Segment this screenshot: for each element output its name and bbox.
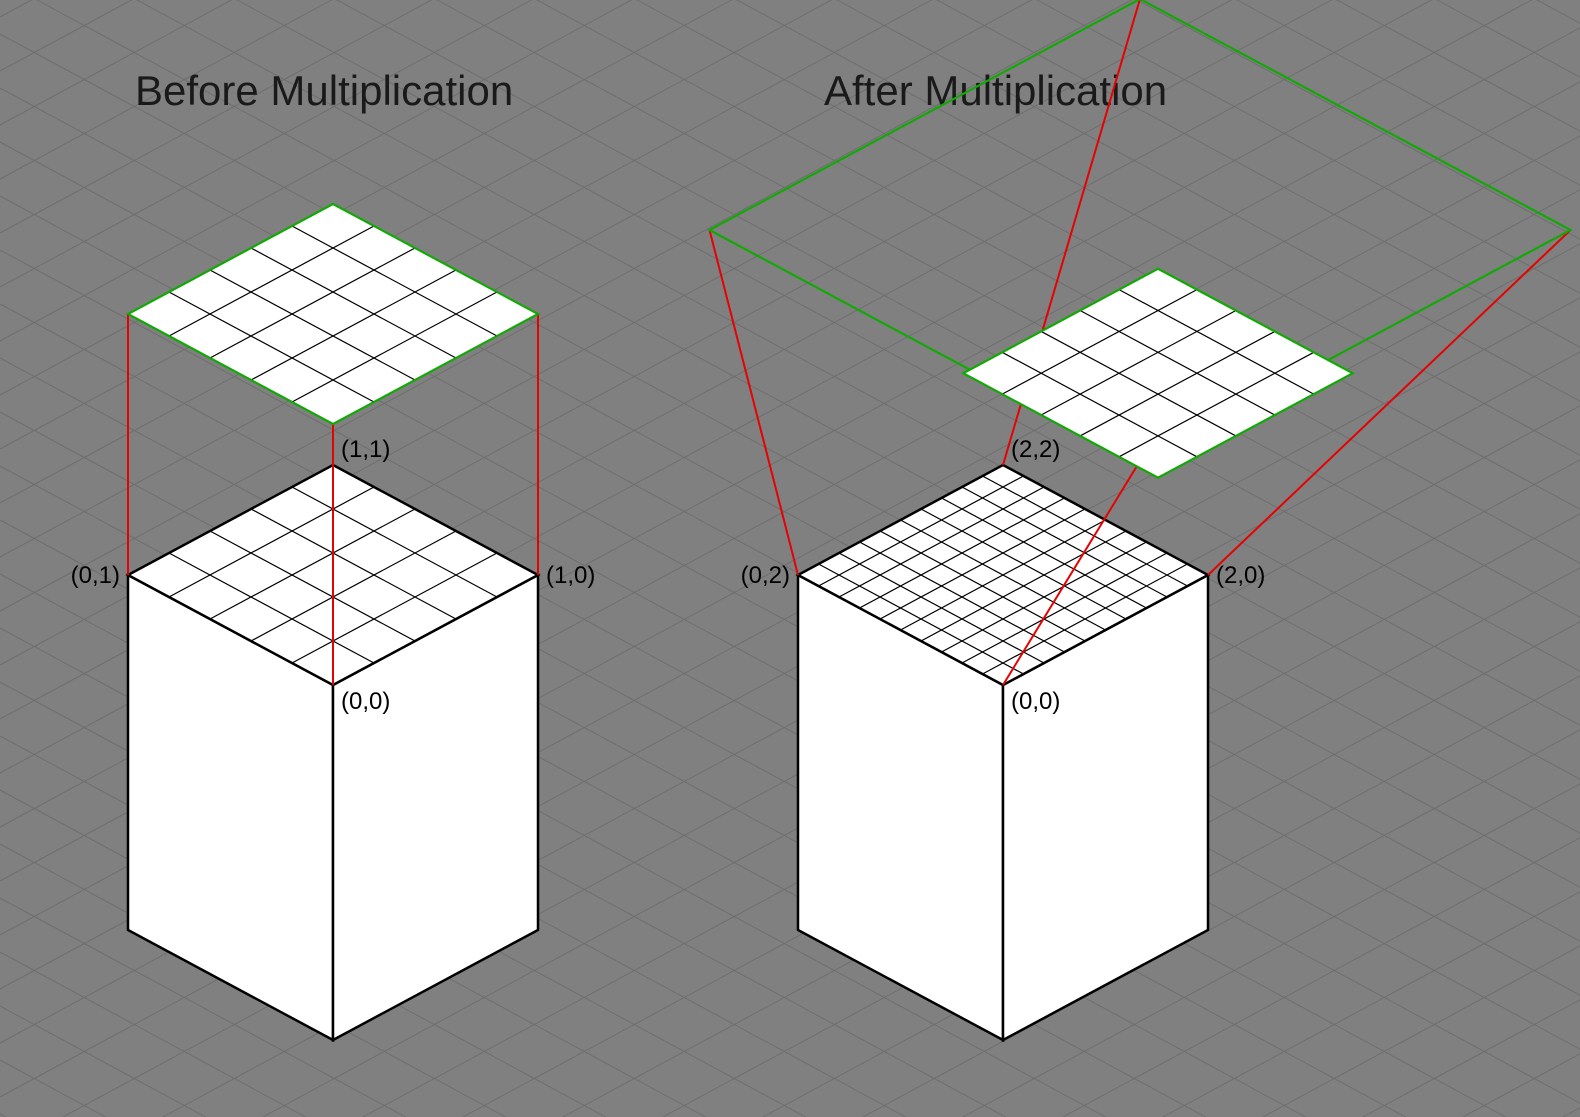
title-before: Before Multiplication xyxy=(135,67,513,114)
label-0-0: (0,0) xyxy=(341,688,390,715)
label-1-1: (1,1) xyxy=(341,436,390,463)
label-0-0-r: (0,0) xyxy=(1011,688,1060,715)
label-1-0: (1,0) xyxy=(546,562,595,589)
label-2-2: (2,2) xyxy=(1011,436,1060,463)
title-after: After Multiplication xyxy=(824,67,1167,114)
label-0-1: (0,1) xyxy=(71,562,120,589)
label-2-0: (2,0) xyxy=(1216,562,1265,589)
label-0-2: (0,2) xyxy=(741,562,790,589)
